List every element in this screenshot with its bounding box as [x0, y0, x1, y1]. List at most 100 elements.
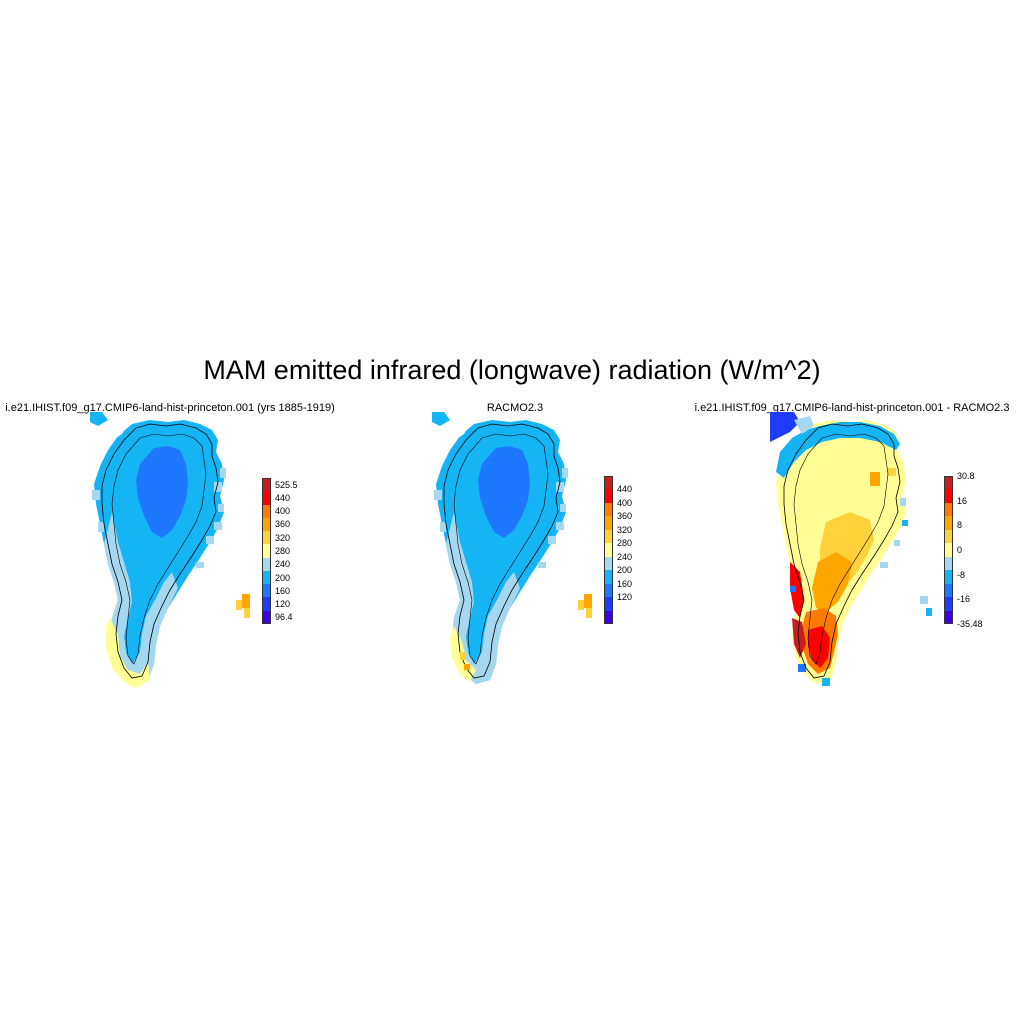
edge-cell	[434, 490, 442, 500]
colorbar-segment	[944, 556, 953, 571]
colorbar-segment	[262, 517, 271, 532]
colorbar-segment	[944, 502, 953, 517]
diff-edge-cell	[870, 472, 880, 486]
interior-cold-zone	[136, 446, 188, 538]
colorbar-segment	[604, 516, 613, 531]
colorbar-segment	[262, 504, 271, 519]
diff-edge-cell	[894, 540, 900, 546]
diff-edge-cell	[900, 498, 906, 506]
edge-cell	[562, 468, 568, 478]
east-island-cell	[578, 600, 584, 610]
east-island-cell	[586, 608, 592, 618]
edge-cell	[560, 504, 566, 512]
colorbar-tick-label: 525.5	[275, 479, 298, 490]
colorbar-tick-label: 120	[275, 599, 291, 610]
colorbar-tick-label: 360	[617, 511, 633, 522]
colorbar-segment	[944, 489, 953, 504]
colorbar-tick-label: 320	[275, 532, 291, 543]
east-island-cell	[244, 608, 250, 618]
margin-band	[104, 512, 178, 684]
nw-weak-negative	[794, 416, 814, 434]
edge-cell	[92, 490, 100, 500]
greenland-map-racmo	[430, 412, 592, 684]
nw-strong-negative	[770, 412, 800, 442]
colorbar-tick-label: 240	[617, 551, 633, 562]
edge-cell	[214, 482, 222, 492]
colorbar-tick-label: 360	[275, 519, 291, 530]
colorbar-tick-label: 16	[957, 495, 968, 506]
edge-cell	[206, 536, 214, 544]
coast-cell	[460, 652, 466, 660]
colorbar-segment	[604, 583, 613, 598]
colorbar-segment	[944, 610, 953, 625]
edge-cell	[538, 562, 546, 568]
colorbar-model: 525.5 440 400 360 320 280 240 200 160 120 96.4	[258, 478, 318, 625]
colorbar-tick-label: 400	[617, 497, 633, 508]
colorbar-tick-label: 240	[275, 559, 291, 570]
colorbar-tick-label: 96.4	[275, 612, 293, 623]
greenland-map-difference	[770, 412, 932, 686]
colorbar-segment	[944, 543, 953, 558]
south-max-zone	[808, 626, 830, 668]
ice-margin-contour	[793, 433, 889, 665]
colorbar-segment	[944, 476, 953, 490]
diff-edge-cell	[920, 596, 928, 604]
colorbar-segment	[944, 570, 953, 585]
colorbar-tick-label: 440	[275, 492, 291, 503]
west-coast-hot	[790, 562, 804, 618]
panel-1-title: i.e21.IHIST.f09_g17.CMIP6-land-hist-prin…	[5, 402, 335, 414]
colorbar-segment	[604, 610, 613, 625]
edge-cell	[98, 522, 104, 532]
colorbar-segment	[944, 597, 953, 612]
edge-cell	[440, 522, 446, 532]
coastline	[783, 423, 901, 679]
colorbar-difference: 30.8 16 8 0 -8 -16 -35.48	[940, 471, 1000, 629]
diff-edge-cell	[822, 678, 830, 686]
colorbar-segment	[262, 557, 271, 572]
edge-cell	[220, 468, 226, 478]
east-island-cell	[236, 600, 242, 610]
colorbar-segment	[262, 597, 271, 612]
colorbar-segment	[944, 583, 953, 598]
margin-band	[446, 512, 520, 684]
colorbar-tick-label: 200	[275, 572, 291, 583]
east-island-cell	[584, 594, 592, 608]
coastline	[101, 423, 219, 679]
colorbar-tick-label: 8	[957, 520, 963, 531]
colorbar-tick-label: 440	[617, 484, 633, 495]
diff-edge-cell	[790, 586, 796, 592]
colorbar-segment	[944, 516, 953, 531]
colorbar-segment	[604, 597, 613, 612]
ice-margin-contour	[111, 433, 207, 665]
colorbar-segment	[262, 531, 271, 545]
coast-cell	[464, 664, 470, 670]
colorbar-segment	[944, 529, 953, 544]
coastline	[443, 423, 561, 679]
figure-title: MAM emitted infrared (longwave) radiatio…	[203, 355, 821, 385]
south-coast-band	[106, 618, 150, 688]
colorbar-tick-label: 30.8	[957, 471, 975, 481]
colorbar-tick-label: 120	[617, 592, 633, 603]
east-island-cell	[242, 594, 250, 608]
edge-cell	[218, 504, 224, 512]
edge-cell	[556, 522, 564, 530]
colorbar-segment	[604, 502, 613, 517]
diff-edge-cell	[880, 562, 888, 568]
colorbar-tick-label: 320	[617, 524, 633, 535]
colorbar-segment	[262, 570, 271, 585]
nw-cells	[432, 412, 450, 426]
colorbar-segment	[604, 556, 613, 571]
colorbar-tick-label: 280	[275, 546, 291, 556]
interior-cold-zone	[478, 446, 530, 538]
west-coast-max	[792, 618, 806, 658]
colorbar-tick-label: -8	[957, 569, 966, 580]
edge-cell	[214, 522, 222, 530]
edge-cell	[556, 482, 564, 492]
panel-2-title: RACMO2.3	[486, 402, 544, 414]
edge-cell	[548, 536, 556, 544]
colorbar-segment	[262, 610, 271, 625]
colorbar-segment	[262, 491, 271, 506]
colorbar-racmo: 440 400 360 320 280 240 200 160 120	[600, 476, 660, 625]
ice-margin-contour	[453, 433, 549, 665]
diff-edge-cell	[902, 520, 908, 526]
